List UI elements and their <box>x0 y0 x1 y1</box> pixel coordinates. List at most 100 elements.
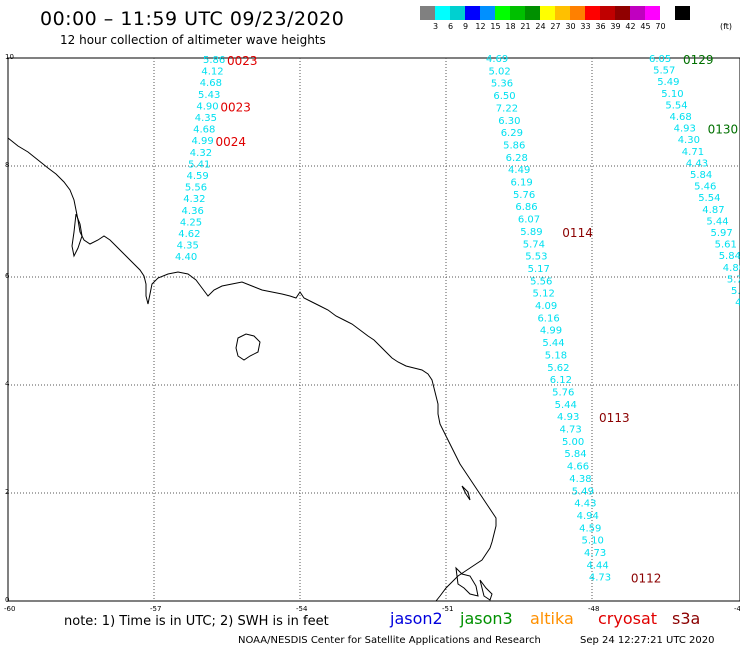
wave-height-value: 4.62 <box>178 229 200 240</box>
map-title: 00:00 – 11:59 UTC 09/23/2020 <box>40 8 345 30</box>
wave-height-value: 5.10 <box>661 89 683 100</box>
wave-height-value: 4.49 <box>508 165 530 176</box>
wave-height-value: 4.68 <box>670 112 692 123</box>
satellite-legend-item: cryosat <box>598 609 658 628</box>
wave-height-value: 4.32 <box>190 148 212 159</box>
wave-height-value: 4.44 <box>586 560 608 571</box>
wave-height-value: 4.94 <box>577 511 599 522</box>
wave-height-value: 5.54 <box>698 193 720 204</box>
color-scale-label: 39 <box>610 22 621 31</box>
pass-time-label: 0113 <box>599 411 630 425</box>
wave-height-value: 4.87 <box>702 205 724 216</box>
wave-height-value: 5.84 <box>719 251 740 262</box>
color-scale-label: 9 <box>462 22 469 31</box>
island <box>235 333 261 361</box>
wave-height-value: 5.86 <box>203 55 225 66</box>
credit-line: NOAA/NESDIS Center for Satellite Applica… <box>238 635 541 646</box>
wave-height-value: 5.78 <box>727 274 740 285</box>
wave-height-value: 5.84 <box>564 449 586 460</box>
wave-height-value: 4.36 <box>182 206 204 217</box>
wave-height-value: 6.12 <box>550 375 572 386</box>
wave-height-value: 5.17 <box>528 264 550 275</box>
color-scale-swatch <box>450 6 465 20</box>
color-scale-swatch <box>435 6 450 20</box>
wave-height-value: 4.59 <box>579 523 601 534</box>
satellite-legend-item: altika <box>530 609 574 628</box>
color-scale-swatch <box>510 6 525 20</box>
color-scale-swatch <box>600 6 615 20</box>
wave-height-value: 4.59 <box>187 171 209 182</box>
wave-height-value: 4.99 <box>540 326 562 337</box>
wave-height-value: 4.30 <box>678 135 700 146</box>
wave-height-value: 5.10 <box>582 536 604 547</box>
y-tick-label: 10 <box>5 53 14 61</box>
wave-height-value: 6.86 <box>515 202 537 213</box>
wave-height-value: 5.44 <box>706 216 728 227</box>
wave-height-value: 4.25 <box>180 217 202 228</box>
wave-height-value: 4.12 <box>201 67 223 78</box>
footer-note: note: 1) Time is in UTC; 2) SWH is in fe… <box>64 614 329 629</box>
color-scale-swatch <box>480 6 495 20</box>
y-tick-label: 8 <box>5 161 9 169</box>
wave-height-value: 4.09 <box>535 301 557 312</box>
color-scale-label: 42 <box>625 22 636 31</box>
wave-height-value: 5.44 <box>542 338 564 349</box>
wave-height-value: 6.28 <box>506 153 528 164</box>
wave-height-value: 5.18 <box>545 350 567 361</box>
color-scale-label: 30 <box>565 22 576 31</box>
wave-height-value: 4.71 <box>682 147 704 158</box>
color-scale-swatch <box>420 6 435 20</box>
wave-height-value: 4.68 <box>200 78 222 89</box>
color-scale-swatch <box>465 6 480 20</box>
color-scale-swatch <box>675 6 690 20</box>
wave-height-value: 4.99 <box>191 136 213 147</box>
color-scale-swatch <box>555 6 570 20</box>
wave-height-value: 6.50 <box>493 91 515 102</box>
wave-height-value: 4.4 <box>735 298 740 309</box>
color-scale-swatch <box>660 6 675 20</box>
x-tick-label: -57 <box>150 605 161 613</box>
wave-height-value: 6.16 <box>537 313 559 324</box>
wave-height-value: 4.80 <box>723 263 740 274</box>
wave-height-value: 5.61 <box>715 240 737 251</box>
pass-time-label: 0112 <box>631 572 662 586</box>
satellite-legend-item: jason3 <box>460 609 513 628</box>
wave-height-value: 4.93 <box>557 412 579 423</box>
color-scale-label: 36 <box>595 22 606 31</box>
wave-height-value: 4.43 <box>574 499 596 510</box>
color-scale-swatch <box>495 6 510 20</box>
wave-height-value: 5.84 <box>690 170 712 181</box>
y-tick-label: 2 <box>5 488 9 496</box>
wave-height-value: 5.12 <box>533 289 555 300</box>
wave-height-value: 4.73 <box>589 573 611 584</box>
wave-height-value: 4.32 <box>183 194 205 205</box>
wave-height-value: 6.07 <box>518 215 540 226</box>
color-scale-label: 33 <box>580 22 591 31</box>
x-tick-label: -60 <box>4 605 15 613</box>
wave-height-value: 4.69 <box>486 54 508 65</box>
wave-height-value: 5.86 <box>503 140 525 151</box>
wave-height-value: 4.73 <box>560 425 582 436</box>
y-tick-label: 0 <box>5 596 9 604</box>
wave-height-value: 4.43 <box>686 158 708 169</box>
wave-height-value: 5.89 <box>520 227 542 238</box>
x-tick-label: -48 <box>588 605 599 613</box>
color-scale-swatch <box>585 6 600 20</box>
color-scale-label: 15 <box>490 22 501 31</box>
pass-time-label: 0023 <box>220 100 251 114</box>
wave-height-value: 5.36 <box>491 79 513 90</box>
wave-height-value: 5.53 <box>525 252 547 263</box>
wave-height-value: 5.41 <box>188 159 210 170</box>
x-tick-label: -54 <box>296 605 308 613</box>
wave-height-value: 6.30 <box>498 116 520 127</box>
color-scale-label: 24 <box>535 22 546 31</box>
wave-height-value: 4.66 <box>567 462 589 473</box>
wave-height-value: 5.57 <box>653 66 675 77</box>
coastline-detail <box>71 213 493 601</box>
wave-height-value: 4.93 <box>674 124 696 135</box>
color-scale-label: 27 <box>550 22 561 31</box>
wave-height-value: 5.97 <box>711 228 733 239</box>
wave-height-value: 4.35 <box>195 113 217 124</box>
y-tick-label: 6 <box>5 272 10 280</box>
map-subtitle: 12 hour collection of altimeter wave hei… <box>60 33 326 47</box>
